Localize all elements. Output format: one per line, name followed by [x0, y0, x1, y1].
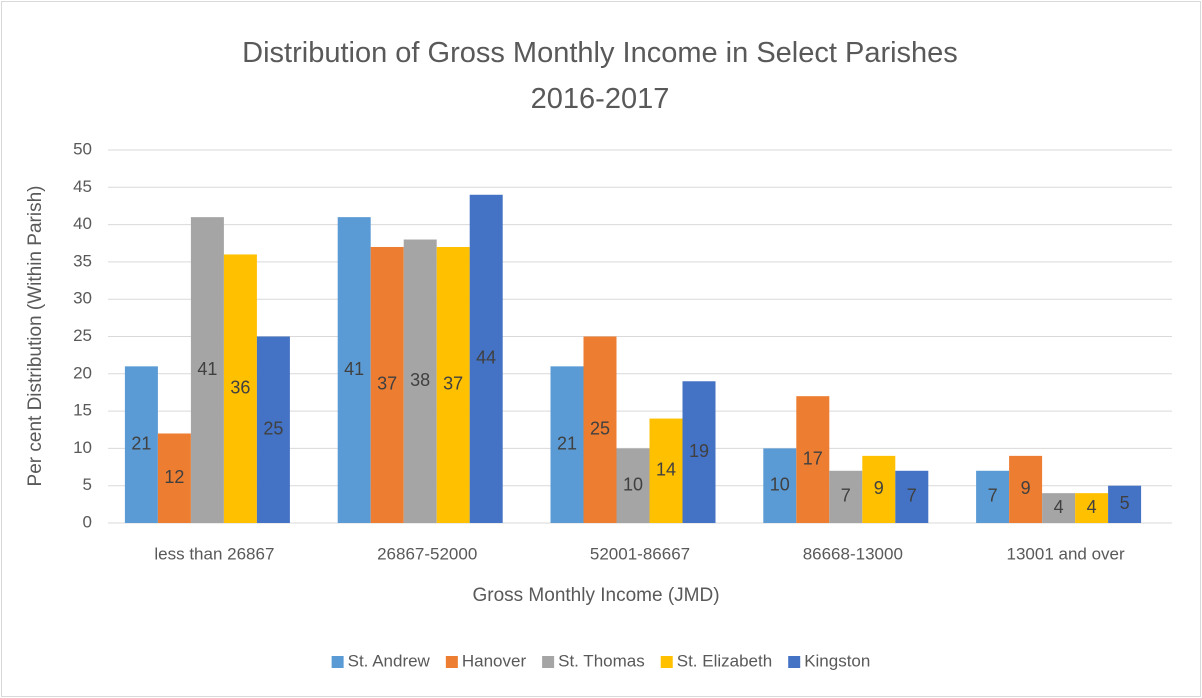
legend-label: St. Thomas: [558, 651, 645, 670]
bar: [469, 194, 503, 523]
chart-title: Distribution of Gross Monthly Income in …: [242, 37, 958, 115]
data-label: 38: [410, 370, 430, 390]
legend-marker: [660, 656, 673, 668]
y-tick-label: 40: [73, 214, 92, 233]
data-label: 41: [344, 359, 364, 379]
y-tick-label: 0: [83, 512, 92, 531]
y-tick-label: 5: [83, 475, 92, 494]
y-tick-label: 30: [73, 289, 92, 308]
y-axis-title: Per cent Distribution (Within Parish): [25, 186, 46, 487]
bar: [829, 470, 863, 523]
x-tick-label: less than 26867: [154, 544, 274, 563]
bar: [682, 381, 716, 523]
y-tick-label: 45: [73, 177, 92, 196]
bar: [616, 448, 650, 523]
x-tick-label: 86668-13000: [803, 544, 903, 563]
data-label: 7: [988, 486, 998, 506]
legend-label: St. Elizabeth: [677, 651, 772, 670]
legend-marker: [542, 656, 555, 668]
legend-label: Hanover: [462, 651, 527, 670]
y-tick-label: 50: [73, 139, 92, 158]
x-axis-title: Gross Monthly Income (JMD): [472, 585, 719, 606]
data-label: 5: [1120, 493, 1130, 513]
bar: [649, 418, 683, 523]
bar: [895, 470, 929, 523]
legend-marker: [331, 656, 344, 668]
bar: [403, 239, 437, 523]
bar: [763, 448, 797, 523]
data-label: 44: [476, 348, 496, 368]
data-label: 25: [263, 419, 283, 439]
data-label: 36: [230, 377, 250, 397]
bar: [1075, 493, 1109, 523]
x-tick-label: 13001 and over: [1007, 544, 1125, 563]
data-label: 21: [131, 433, 151, 453]
legend-label: Kingston: [804, 651, 870, 670]
bar: [1108, 485, 1142, 523]
x-tick-label: 26867-52000: [377, 544, 477, 563]
bar: [223, 254, 257, 523]
data-label: 41: [197, 359, 217, 379]
data-label: 10: [623, 474, 643, 494]
legend-marker: [445, 656, 458, 668]
bar: [1009, 455, 1043, 523]
data-label: 37: [377, 374, 397, 394]
bar: [337, 217, 371, 523]
bar: [124, 366, 158, 523]
bar: [583, 336, 617, 523]
data-label: 17: [803, 448, 823, 468]
x-tick-label: 52001-86667: [590, 544, 690, 563]
legend-label: St. Andrew: [348, 651, 431, 670]
y-tick-label: 20: [73, 363, 92, 382]
data-label: 7: [841, 486, 851, 506]
bar: [1042, 493, 1076, 523]
bar: [370, 246, 404, 524]
bar: [190, 217, 224, 523]
data-label: 14: [656, 460, 676, 480]
data-label: 21: [557, 433, 577, 453]
bar: [256, 336, 290, 523]
bar: [550, 366, 584, 523]
bar: [796, 396, 830, 523]
data-label: 7: [907, 486, 917, 506]
legend-marker: [788, 656, 801, 668]
y-tick-label: 35: [73, 251, 92, 270]
y-tick-label: 15: [73, 401, 92, 420]
data-label: 4: [1087, 497, 1097, 517]
data-label: 9: [1021, 478, 1031, 498]
bar: [862, 455, 896, 523]
y-tick-label: 10: [73, 438, 92, 457]
bar: [157, 433, 191, 523]
data-label: 37: [443, 374, 463, 394]
data-label: 19: [689, 441, 709, 461]
data-label: 25: [590, 419, 610, 439]
bar: [436, 246, 470, 524]
y-tick-label: 25: [73, 326, 92, 345]
data-label: 4: [1054, 497, 1064, 517]
data-label: 9: [874, 478, 884, 498]
bar: [976, 470, 1010, 523]
data-label: 12: [164, 467, 184, 487]
data-label: 10: [770, 474, 790, 494]
